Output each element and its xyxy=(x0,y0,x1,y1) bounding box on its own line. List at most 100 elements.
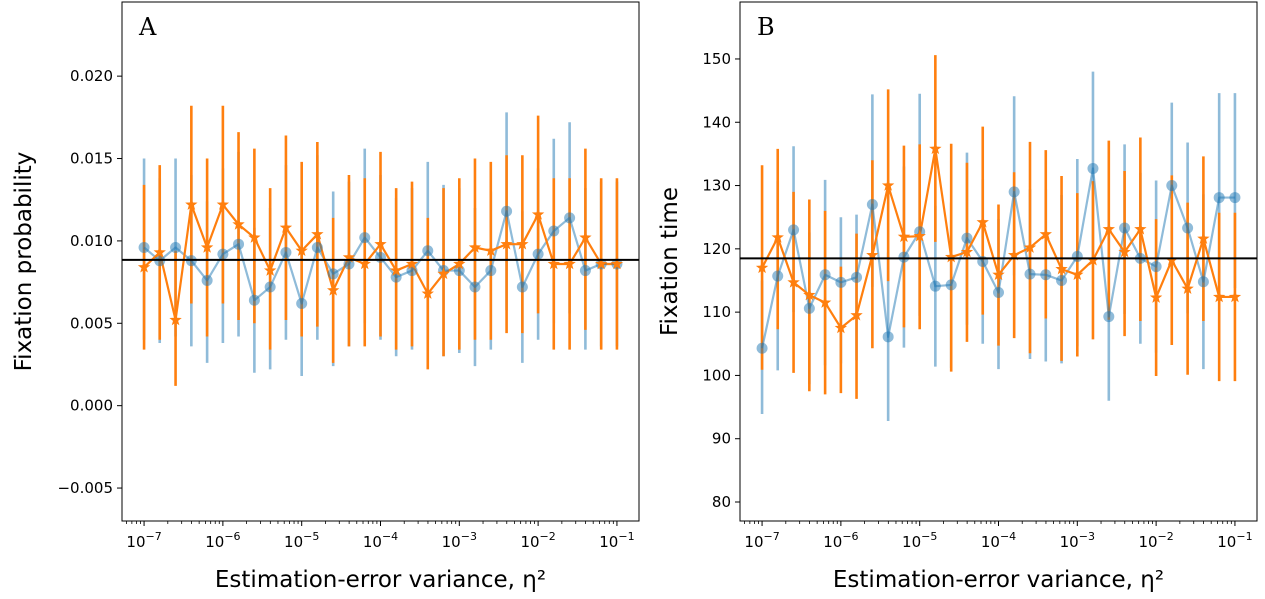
data-point xyxy=(787,275,800,288)
data-point xyxy=(185,198,198,210)
data-point xyxy=(1166,180,1178,192)
x-tick-label: 10−1 xyxy=(599,530,634,551)
data-point xyxy=(866,199,878,211)
data-point xyxy=(1228,290,1242,303)
data-point xyxy=(500,237,513,250)
data-point xyxy=(563,257,576,270)
data-point xyxy=(913,229,926,242)
data-point xyxy=(153,245,166,258)
data-point xyxy=(1134,222,1147,235)
error-bars xyxy=(760,55,1237,421)
data-point xyxy=(547,257,560,270)
data-point xyxy=(818,296,832,308)
x-tick-label: 10−3 xyxy=(442,530,477,551)
data-point xyxy=(169,313,182,326)
data-point xyxy=(437,267,450,280)
x-tick-label: 10−1 xyxy=(1217,530,1252,551)
x-tick-label: 10−5 xyxy=(284,530,319,551)
data-point xyxy=(248,231,261,243)
data-point xyxy=(1008,186,1020,198)
data-point xyxy=(279,221,293,233)
data-point xyxy=(137,260,151,273)
y-tick-label: 0.020 xyxy=(70,67,113,85)
data-point xyxy=(216,198,230,210)
x-tick-label: 10−6 xyxy=(205,530,240,551)
data-point xyxy=(1182,222,1194,234)
data-point xyxy=(263,264,277,276)
data-point xyxy=(772,270,784,282)
data-point xyxy=(993,287,1004,299)
data-point xyxy=(248,294,260,306)
axis-ticks: 80 90 100 110 120 130 140 150 10−7 10−6 10−5 10−4 10… xyxy=(702,50,1252,551)
y-tick-label: 0.000 xyxy=(70,397,113,415)
data-point xyxy=(516,237,529,250)
data-point xyxy=(453,265,465,277)
data-point xyxy=(264,281,276,293)
data-point xyxy=(579,265,591,277)
data-point xyxy=(138,241,150,253)
data-point xyxy=(390,271,402,283)
data-point xyxy=(1118,245,1131,258)
data-point xyxy=(882,331,894,343)
data-point xyxy=(280,246,292,258)
data-point xyxy=(327,283,340,296)
panel-label: A xyxy=(138,13,157,41)
data-point xyxy=(755,261,769,274)
data-point xyxy=(422,245,434,257)
y-tick-label: −0.005 xyxy=(57,479,113,497)
axis-ticks: −0.005 0.000 0.005 0.010 0.015 0.020 10−7 10−6 1… xyxy=(57,67,634,551)
data-point xyxy=(835,276,847,288)
y-axis-label: Fixation probability xyxy=(11,152,37,372)
data-point xyxy=(1229,192,1241,204)
data-point xyxy=(201,274,213,286)
data-point xyxy=(564,212,576,224)
data-point xyxy=(1212,290,1226,303)
data-point xyxy=(232,217,245,230)
data-point xyxy=(516,281,528,293)
series-markers xyxy=(137,198,624,326)
data-point xyxy=(469,281,481,293)
data-point xyxy=(170,241,182,253)
data-point xyxy=(579,231,592,243)
x-tick-label: 10−4 xyxy=(363,530,398,551)
x-tick-label: 10−2 xyxy=(520,530,555,551)
data-point xyxy=(484,244,497,257)
data-point xyxy=(976,215,989,228)
data-point xyxy=(898,251,910,263)
y-tick-label: 140 xyxy=(702,113,731,131)
data-point xyxy=(819,269,831,281)
data-point xyxy=(771,230,784,243)
data-point xyxy=(405,257,419,270)
data-point xyxy=(1086,253,1100,266)
data-point xyxy=(1056,274,1068,286)
data-point xyxy=(1007,248,1021,261)
y-tick-label: 90 xyxy=(712,430,731,448)
data-point xyxy=(1023,241,1037,253)
y-tick-label: 80 xyxy=(712,493,731,511)
data-point xyxy=(359,232,371,244)
y-tick-label: 110 xyxy=(702,303,731,321)
data-point xyxy=(374,237,387,250)
data-point xyxy=(756,342,768,354)
data-point xyxy=(866,248,879,261)
data-point xyxy=(1071,268,1084,281)
data-point xyxy=(1040,269,1052,281)
data-point xyxy=(1103,311,1115,323)
x-tick-label: 10−5 xyxy=(902,530,937,551)
data-point xyxy=(594,257,608,270)
data-point xyxy=(1213,192,1225,204)
x-tick-label: 10−4 xyxy=(981,530,1016,551)
data-point xyxy=(929,142,942,155)
y-tick-label: 100 xyxy=(702,366,731,384)
data-point xyxy=(929,280,941,292)
data-point xyxy=(311,227,324,240)
data-point xyxy=(1039,227,1052,240)
y-tick-label: 150 xyxy=(702,50,731,68)
data-point xyxy=(1149,291,1163,303)
data-point xyxy=(803,302,815,314)
data-point xyxy=(233,238,245,250)
data-point xyxy=(200,241,214,253)
data-point xyxy=(897,230,911,243)
data-point xyxy=(1197,232,1210,244)
data-point xyxy=(296,298,308,310)
